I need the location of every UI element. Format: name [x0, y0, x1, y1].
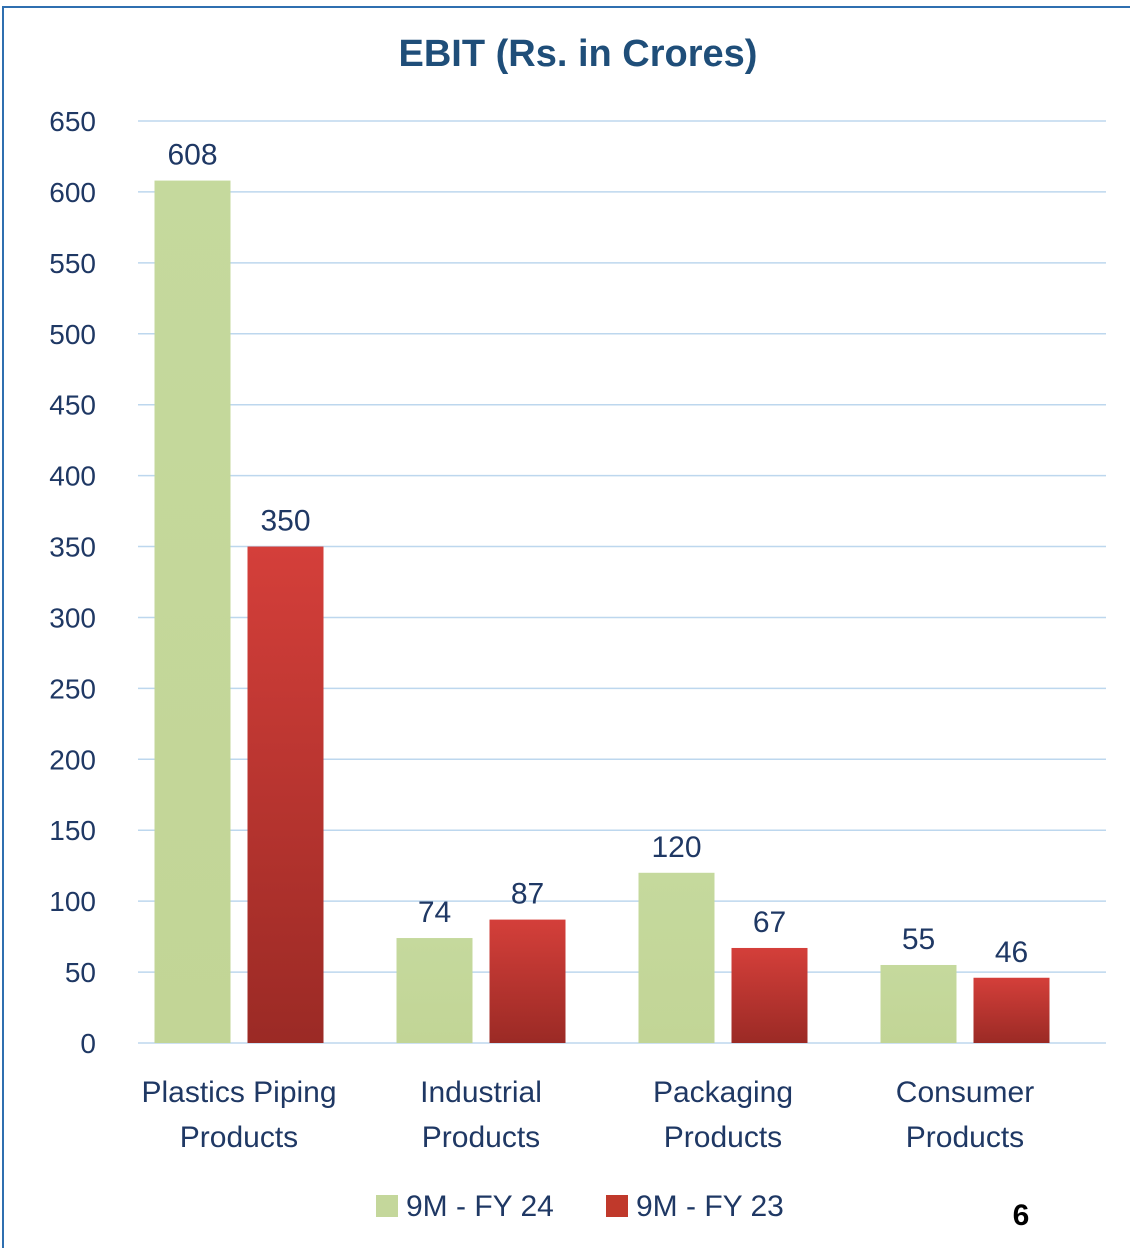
bar [973, 977, 1050, 1043]
data-labels: 608 350 74 87 120 67 55 46 [167, 139, 1028, 969]
category-label: Products [180, 1121, 298, 1154]
y-tick-label: 150 [49, 815, 96, 846]
y-tick-label: 100 [49, 886, 96, 917]
data-label: 74 [418, 896, 451, 929]
bars [154, 180, 1050, 1043]
legend-label: 9M - FY 24 [406, 1190, 554, 1223]
category-label: Industrial [420, 1076, 542, 1109]
category-label: Consumer [896, 1076, 1034, 1109]
page-number: 6 [1013, 1199, 1030, 1232]
category-label: Products [664, 1121, 782, 1154]
y-tick-label: 650 [49, 106, 96, 137]
legend-swatch [376, 1195, 398, 1217]
bar [247, 546, 324, 1043]
y-tick-label: 250 [49, 673, 96, 704]
category-label: Products [906, 1121, 1024, 1154]
y-tick-label: 500 [49, 319, 96, 350]
y-tick-label: 50 [65, 957, 96, 988]
data-label: 87 [511, 878, 544, 911]
y-tick-label: 200 [49, 744, 96, 775]
y-axis-ticks: 0 50 100 150 200 250 300 350 400 450 500 550 600 650 [49, 106, 96, 1059]
x-axis-categories: Plastics Piping Products Industrial Product… [141, 1076, 1034, 1154]
category-label: Plastics Piping [141, 1076, 336, 1109]
bar [731, 947, 808, 1043]
category-label: Packaging [653, 1076, 793, 1109]
legend: 9M - FY 24 9M - FY 23 [376, 1190, 784, 1223]
data-label: 608 [167, 139, 217, 172]
y-tick-label: 450 [49, 390, 96, 421]
y-tick-label: 550 [49, 248, 96, 279]
bar [154, 180, 231, 1043]
chart-title: EBIT (Rs. in Crores) [399, 33, 758, 75]
bar [638, 872, 715, 1043]
legend-label: 9M - FY 23 [636, 1190, 784, 1223]
data-label: 350 [260, 505, 310, 538]
y-tick-label: 0 [80, 1028, 96, 1059]
y-tick-label: 350 [49, 532, 96, 563]
bar [396, 938, 473, 1043]
bar [880, 964, 957, 1043]
data-label: 67 [753, 906, 786, 939]
y-tick-label: 300 [49, 602, 96, 633]
y-tick-label: 600 [49, 177, 96, 208]
bar [489, 919, 566, 1043]
chart-frame [2, 6, 1130, 1248]
legend-swatch [606, 1195, 628, 1217]
grid [138, 120, 1106, 1044]
data-label: 55 [902, 923, 935, 956]
data-label: 46 [995, 936, 1028, 969]
category-label: Products [422, 1121, 540, 1154]
y-tick-label: 400 [49, 461, 96, 492]
data-label: 120 [651, 831, 701, 864]
